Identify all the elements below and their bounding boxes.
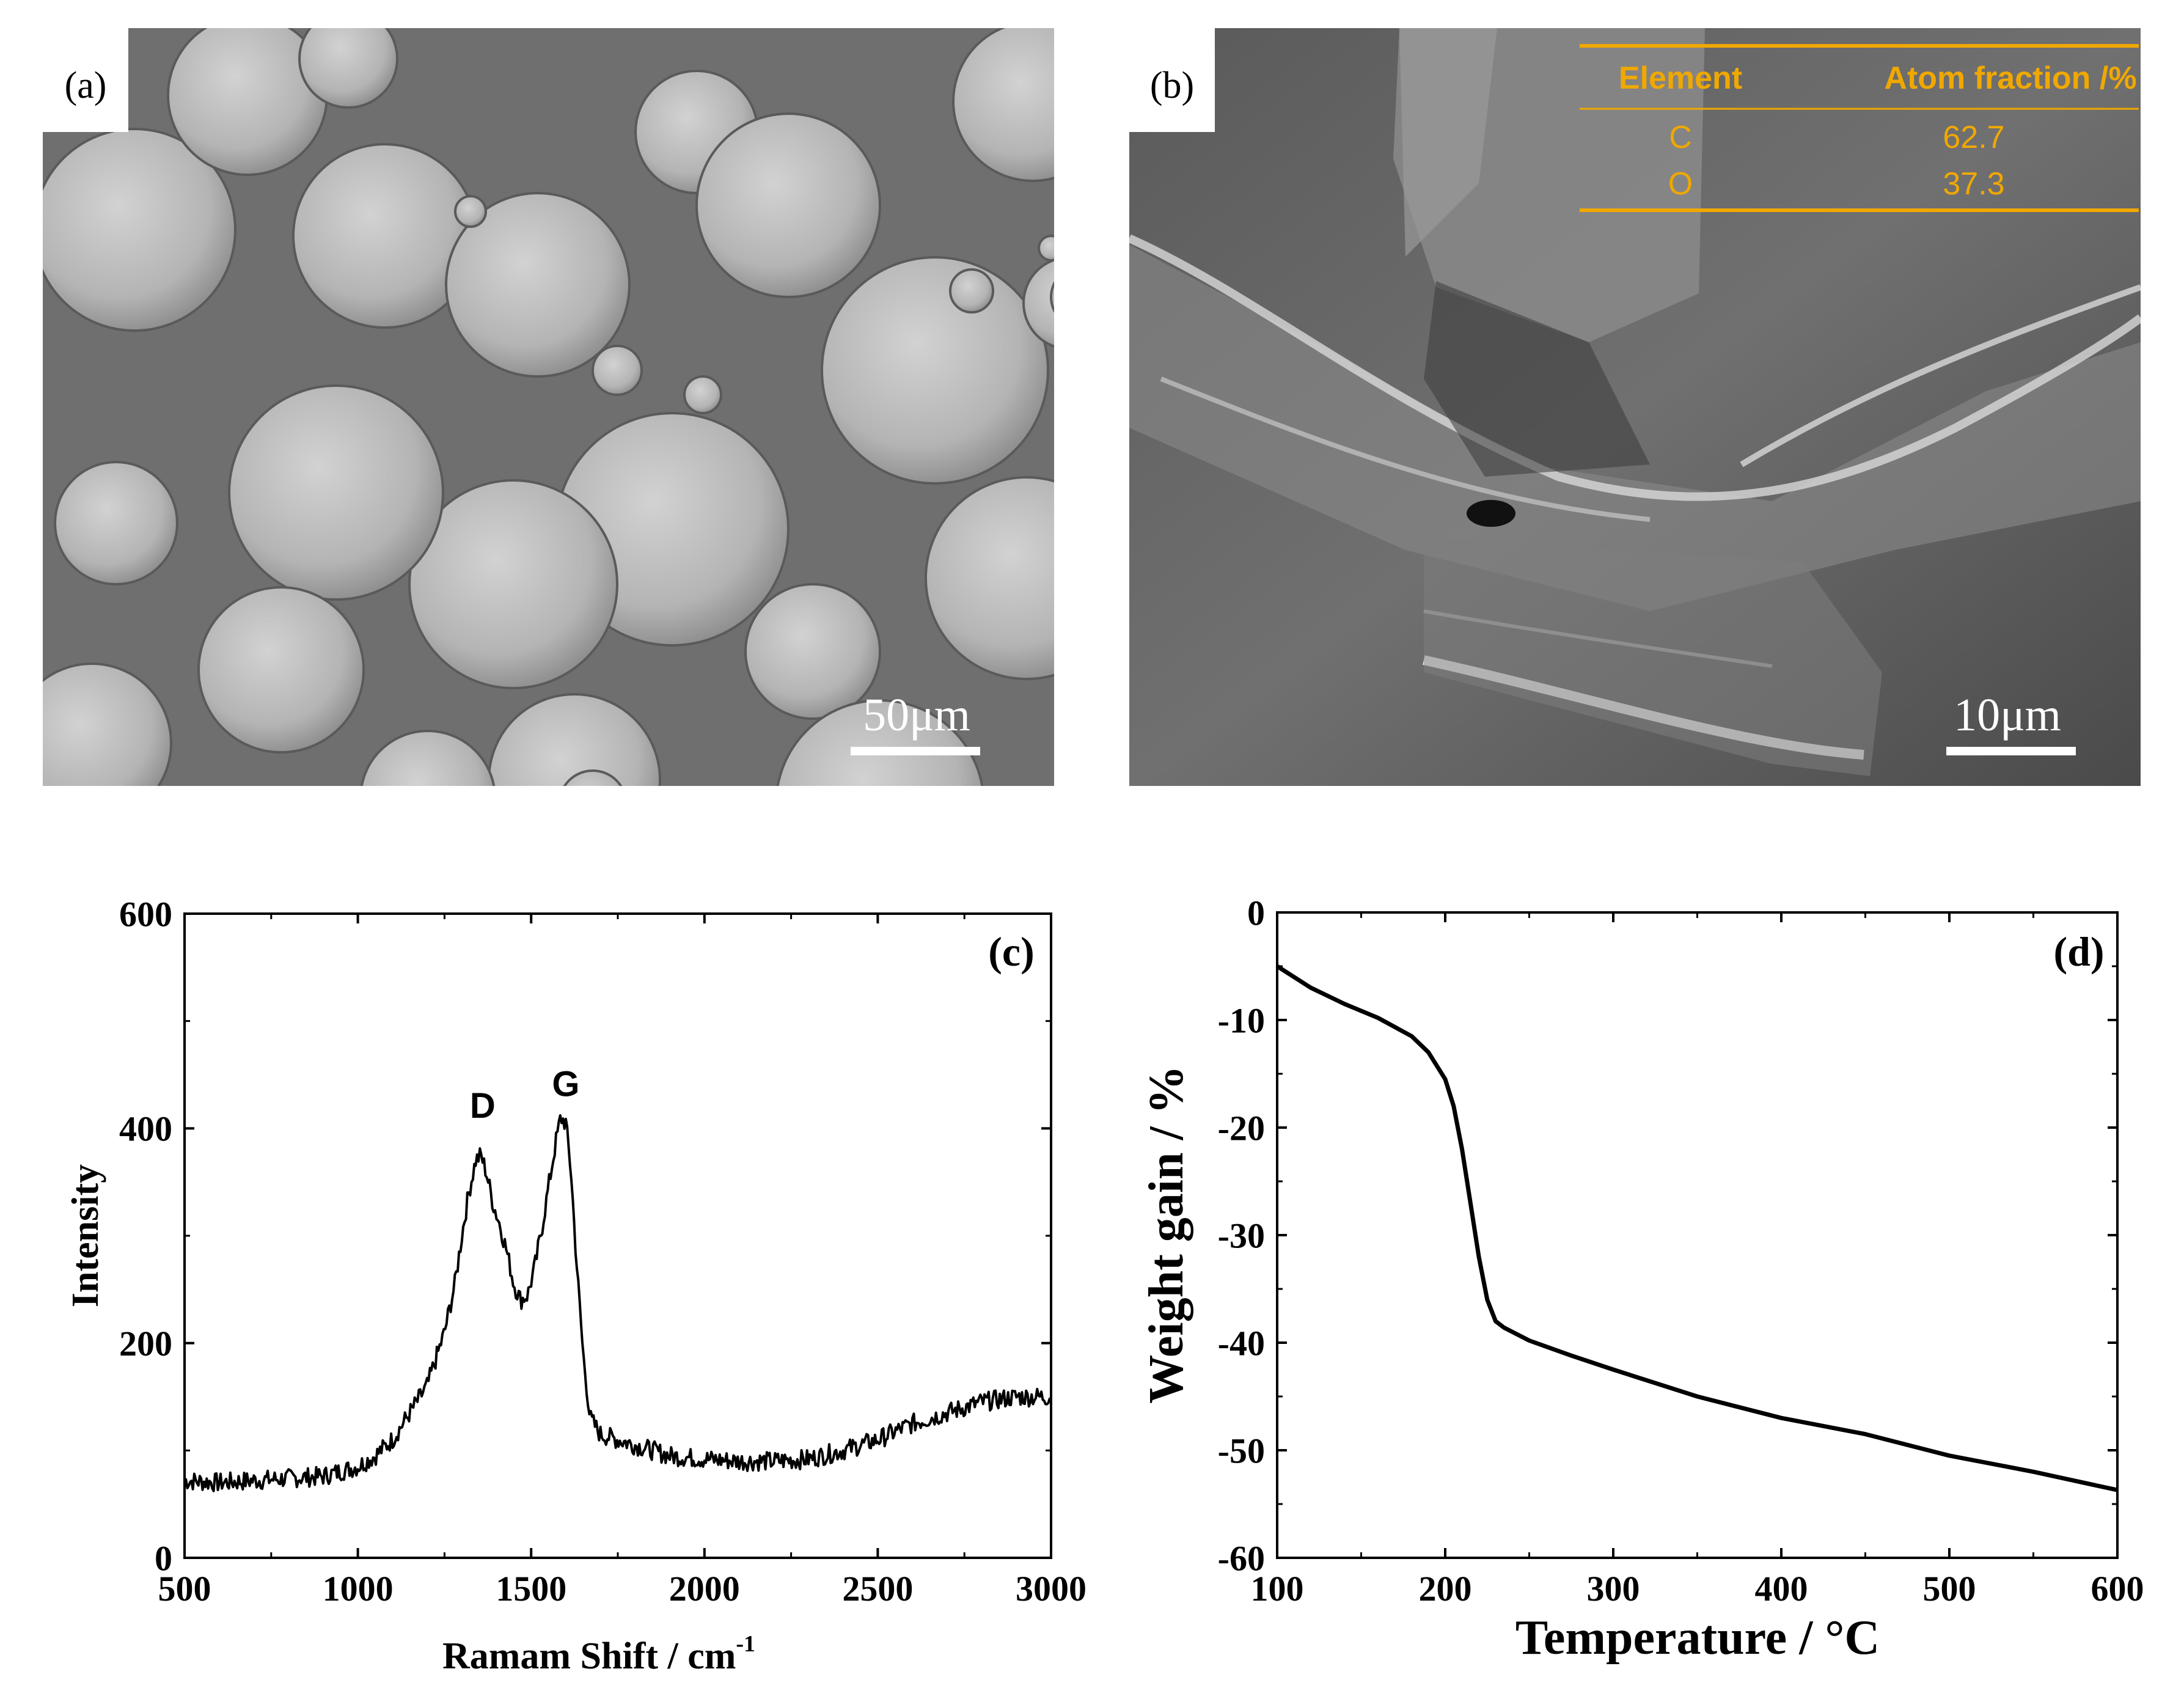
x-tick-label: 500 <box>158 1569 211 1609</box>
x-tick-label: 1500 <box>496 1569 566 1609</box>
x-tick-label: 1000 <box>323 1569 394 1609</box>
powder-sphere <box>445 192 631 378</box>
x-tick-label: 200 <box>1419 1569 1472 1609</box>
powder-sphere <box>1038 235 1054 262</box>
chart-d-ylabel: Weight gain / % <box>1140 1065 1193 1403</box>
powder-sphere <box>1050 281 1054 314</box>
panel-a: (a) 50μm <box>43 28 1054 786</box>
chart-c-xlabel: Ramam Shift / cm-1 <box>442 1631 755 1677</box>
panel-b-label: (b) <box>1150 65 1194 106</box>
panel-a-label: (a) <box>65 65 107 106</box>
powder-sphere <box>454 195 487 228</box>
powder-sphere <box>925 476 1054 680</box>
powder-sphere <box>821 256 1049 485</box>
x-tick-label: 100 <box>1251 1569 1304 1609</box>
y-tick-label: 200 <box>119 1324 172 1363</box>
powder-sphere <box>952 28 1054 182</box>
scale-bar-label-b: 10μm <box>1954 689 2061 741</box>
scale-bar-label-a: 50μm <box>863 689 970 741</box>
series-line <box>183 1114 1052 1492</box>
powder-sphere <box>43 128 236 332</box>
y-tick-label: 0 <box>1247 893 1265 933</box>
panel-a-label-bg <box>43 28 128 132</box>
chart-d-xlabel: Temperature / °C <box>1515 1611 1880 1665</box>
chart-d-plot-area <box>1276 911 2119 1559</box>
x-tick-label: 500 <box>1923 1569 1976 1609</box>
y-tick-label: -20 <box>1218 1108 1265 1148</box>
y-tick-label: -10 <box>1218 1000 1265 1040</box>
chart-c-panel-label: (c) <box>988 928 1034 975</box>
panel-b: (b) Element Atom fraction /% C 62.7 O 37… <box>1129 28 2141 786</box>
peak-label: G <box>552 1065 579 1104</box>
chart-c-plot-area <box>183 912 1052 1559</box>
panel-b-label-bg <box>1129 28 1215 132</box>
x-tick-label: 3000 <box>1016 1569 1087 1609</box>
powder-sphere <box>592 345 643 396</box>
chart-c: 500 1000 1500 2000 2500 3000 0 200 400 600 D G (c)… <box>65 894 1087 1677</box>
powder-sphere <box>1022 259 1054 348</box>
powder-sphere <box>360 730 496 786</box>
table-header-element: Element <box>1619 61 1742 96</box>
x-tick-label: 400 <box>1755 1569 1808 1609</box>
chart-d-panel-label: (d) <box>2053 928 2104 975</box>
powder-sphere <box>563 769 623 786</box>
chart-d: 100 200 300 400 500 600 0 -10 -20 -30 -40 -50 -60 (d… <box>1140 893 2144 1665</box>
x-tick-label: 2500 <box>842 1569 913 1609</box>
powder-sphere <box>54 461 178 585</box>
table-cell-element-c: C <box>1669 120 1692 155</box>
x-tick-label: 300 <box>1587 1569 1640 1609</box>
powder-sphere <box>949 268 994 314</box>
y-tick-label: -50 <box>1218 1431 1265 1470</box>
y-tick-label: -30 <box>1218 1216 1265 1255</box>
series-line <box>1276 964 2118 1492</box>
x-tick-label: 600 <box>2091 1569 2144 1609</box>
sem-image-a <box>43 28 1054 786</box>
powder-sphere <box>776 699 984 786</box>
powder-sphere <box>408 479 618 689</box>
chart-c-ylabel: Intensity <box>65 1164 106 1307</box>
table-header-atom-fraction: Atom fraction /% <box>1884 61 2136 96</box>
scale-bar-a <box>851 747 980 755</box>
y-tick-label: 0 <box>155 1538 172 1578</box>
y-tick-label: 600 <box>119 894 172 934</box>
table-cell-element-o: O <box>1668 166 1693 202</box>
chart-c-xlabel-superscript: -1 <box>736 1631 755 1657</box>
y-tick-label: 400 <box>119 1109 172 1149</box>
scale-bar-b <box>1946 747 2076 755</box>
chart-c-xlabel-main: Ramam Shift / cm <box>442 1635 736 1677</box>
y-tick-label: -60 <box>1218 1538 1265 1578</box>
peak-label: D <box>470 1086 496 1126</box>
table-cell-value-c: 62.7 <box>1943 120 2004 155</box>
powder-sphere <box>744 583 881 720</box>
element-table: Element Atom fraction /% C 62.7 O 37.3 <box>1580 44 2139 212</box>
powder-sphere <box>43 662 172 786</box>
x-tick-label: 2000 <box>669 1569 740 1609</box>
powder-sphere <box>228 384 444 601</box>
powder-sphere <box>695 112 881 298</box>
table-cell-value-o: 37.3 <box>1943 166 2004 202</box>
sem-image-b <box>1129 28 2141 786</box>
powder-sphere <box>683 375 722 414</box>
y-tick-label: -40 <box>1218 1323 1265 1363</box>
powder-sphere <box>298 28 398 109</box>
powder-sphere <box>197 586 365 754</box>
